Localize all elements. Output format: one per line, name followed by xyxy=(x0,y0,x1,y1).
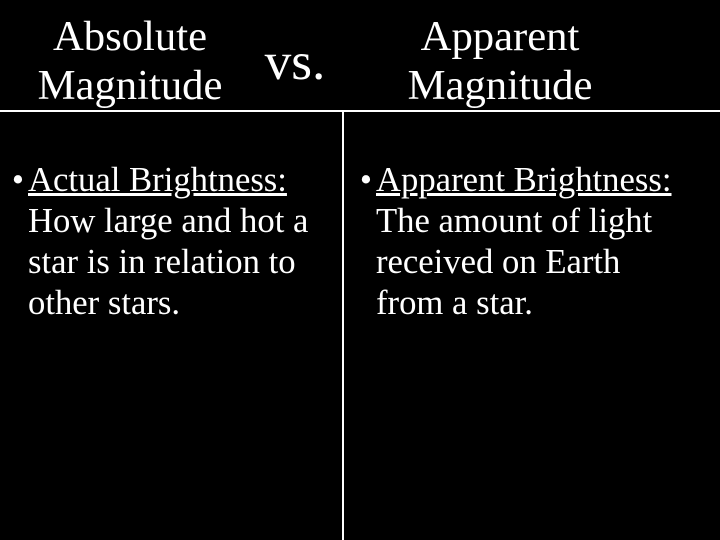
right-title: Apparent Magnitude xyxy=(390,12,610,110)
vs-text: vs. xyxy=(265,31,326,91)
slide: Absolute Magnitude vs. Apparent Magnitud… xyxy=(0,0,720,540)
vs-label: vs. xyxy=(240,30,350,92)
right-title-line2: Magnitude xyxy=(408,62,593,109)
right-column: • Apparent Brightness: The amount of lig… xyxy=(356,160,696,324)
left-bullet-text: Actual Brightness: How large and hot a s… xyxy=(28,160,338,324)
right-title-line1: Apparent xyxy=(421,13,580,60)
bullet-mark-icon: • xyxy=(356,160,376,201)
left-title-line1: Absolute xyxy=(53,13,207,60)
vertical-divider xyxy=(342,110,344,540)
right-bullet-rest: The amount of light received on Earth fr… xyxy=(376,202,652,322)
left-title: Absolute Magnitude xyxy=(30,12,230,110)
left-bullet-rest: How large and hot a star is in relation … xyxy=(28,202,308,322)
right-bullet: • Apparent Brightness: The amount of lig… xyxy=(356,160,696,324)
left-title-line2: Magnitude xyxy=(38,62,223,109)
right-bullet-lead: Apparent Brightness: xyxy=(376,161,672,199)
left-bullet-lead: Actual Brightness: xyxy=(28,161,287,199)
horizontal-divider xyxy=(0,110,720,112)
right-bullet-text: Apparent Brightness: The amount of light… xyxy=(376,160,696,324)
left-column: • Actual Brightness: How large and hot a… xyxy=(8,160,338,324)
left-bullet: • Actual Brightness: How large and hot a… xyxy=(8,160,338,324)
slide-header: Absolute Magnitude vs. Apparent Magnitud… xyxy=(0,0,720,110)
bullet-mark-icon: • xyxy=(8,160,28,201)
